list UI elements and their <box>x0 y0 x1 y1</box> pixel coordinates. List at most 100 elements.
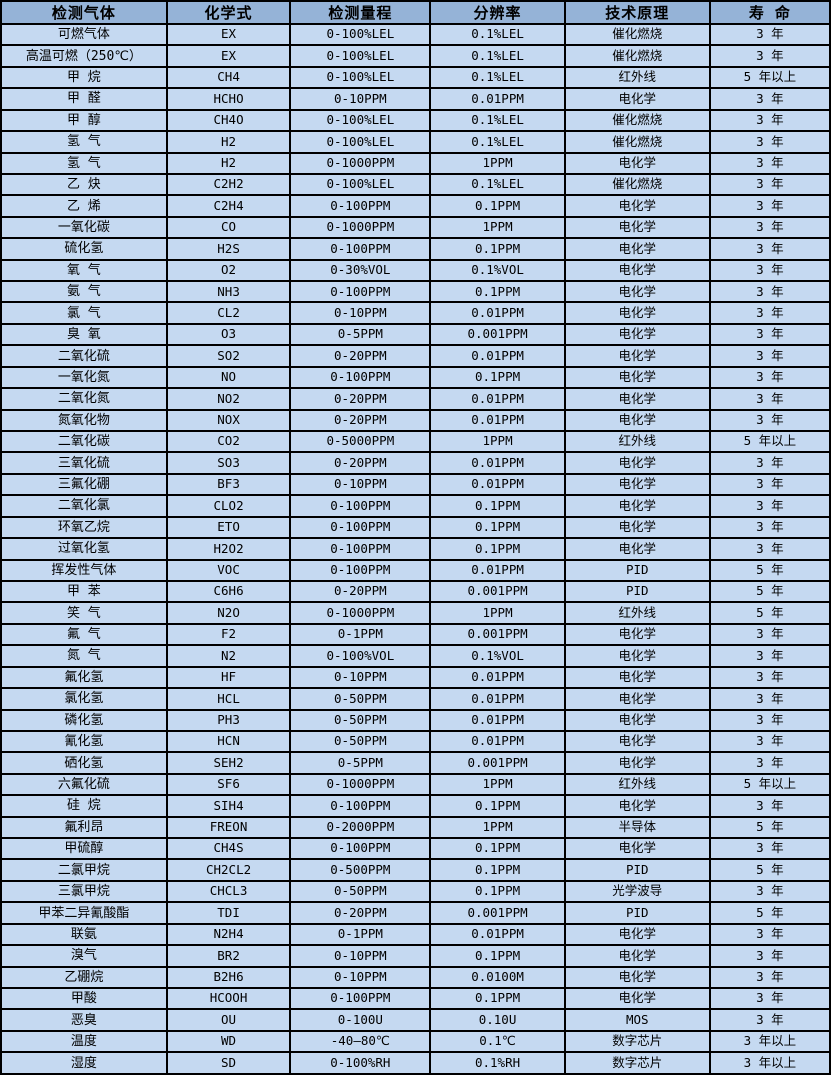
cell-gas-name: 甲 醛 <box>0 87 168 111</box>
cell-lifespan: 3 年 <box>708 280 831 304</box>
table-row: 氟利昂 FREON 0-2000PPM 1PPM 半导体 5 年 <box>0 815 831 840</box>
cell-resolution: 0.1PPM <box>429 944 566 968</box>
cell-gas-name: 三氧化硫 <box>0 451 168 475</box>
cell-gas-name: 氟利昂 <box>0 815 168 840</box>
cell-lifespan: 3 年 <box>708 922 831 947</box>
column-header: 检测量程 <box>289 0 432 25</box>
cell-principle: PID <box>563 579 711 604</box>
cell-range: 0-100%LEL <box>289 44 432 68</box>
cell-gas-name: 氯 气 <box>0 301 168 325</box>
cell-principle: 电化学 <box>563 215 711 240</box>
cell-range: 0-100%LEL <box>289 108 432 133</box>
cell-principle: 电化学 <box>563 622 711 647</box>
cell-lifespan: 3 年 <box>708 387 831 411</box>
cell-resolution: 0.01PPM <box>429 922 566 947</box>
cell-principle: 电化学 <box>563 194 711 218</box>
cell-lifespan: 3 年 <box>708 108 831 133</box>
cell-principle: 电化学 <box>563 665 711 690</box>
cell-resolution: 1PPM <box>429 772 566 797</box>
cell-gas-name: 二氧化氯 <box>0 494 168 518</box>
table-row: 氟 气 F2 0-1PPM 0.001PPM 电化学 3 年 <box>0 622 831 647</box>
cell-range: 0-30%VOL <box>289 258 432 283</box>
cell-lifespan: 3 年 <box>708 879 831 904</box>
column-header: 检测气体 <box>0 0 168 25</box>
cell-range: 0-10PPM <box>289 472 432 497</box>
cell-range: 0-100%LEL <box>289 172 432 197</box>
cell-formula: N2O <box>165 601 292 625</box>
cell-resolution: 0.1PPM <box>429 537 566 561</box>
cell-lifespan: 3 年 <box>708 87 831 111</box>
cell-formula: HCN <box>165 729 292 754</box>
table-row: 一氧化碳 CO 0-1000PPM 1PPM 电化学 3 年 <box>0 215 831 240</box>
cell-range: 0-100%LEL <box>289 22 432 47</box>
cell-formula: SD <box>165 1051 292 1075</box>
cell-formula: H2 <box>165 130 292 154</box>
cell-gas-name: 氢 气 <box>0 151 168 175</box>
cell-gas-name: 磷化氢 <box>0 708 168 732</box>
table-row: 恶臭 OU 0-100U 0.10U MOS 3 年 <box>0 1008 831 1032</box>
table-row: 甲硫醇 CH4S 0-100PPM 0.1PPM 电化学 3 年 <box>0 837 831 861</box>
cell-range: 0-1000PPM <box>289 601 432 625</box>
cell-lifespan: 3 年 <box>708 172 831 197</box>
cell-formula: F2 <box>165 622 292 647</box>
cell-resolution: 0.1PPM <box>429 280 566 304</box>
table-row: 二氧化碳 CO2 0-5000PPM 1PPM 红外线 5 年以上 <box>0 429 831 454</box>
table-row: 氮 气 N2 0-100%VOL 0.1%VOL 电化学 3 年 <box>0 644 831 668</box>
table-row: 三氯甲烷 CHCL3 0-50PPM 0.1PPM 光学波导 3 年 <box>0 879 831 904</box>
cell-principle: 电化学 <box>563 986 711 1011</box>
cell-formula: OU <box>165 1008 292 1032</box>
cell-lifespan: 3 年以上 <box>708 1029 831 1054</box>
cell-lifespan: 5 年 <box>708 858 831 882</box>
table-row: 环氧乙烷 ETO 0-100PPM 0.1PPM 电化学 3 年 <box>0 515 831 540</box>
cell-formula: EX <box>165 44 292 68</box>
cell-range: 0-100PPM <box>289 986 432 1011</box>
table-row: 硅 烷 SIH4 0-100PPM 0.1PPM 电化学 3 年 <box>0 794 831 818</box>
cell-range: 0-1000PPM <box>289 215 432 240</box>
cell-gas-name: 乙硼烷 <box>0 965 168 990</box>
cell-resolution: 0.01PPM <box>429 408 566 433</box>
cell-resolution: 0.01PPM <box>429 344 566 368</box>
cell-principle: 电化学 <box>563 258 711 283</box>
table-row: 甲 苯 C6H6 0-20PPM 0.001PPM PID 5 年 <box>0 579 831 604</box>
table-row: 硫化氢 H2S 0-100PPM 0.1PPM 电化学 3 年 <box>0 237 831 261</box>
cell-resolution: 0.001PPM <box>429 751 566 775</box>
cell-range: 0-100%LEL <box>289 65 432 90</box>
cell-lifespan: 5 年 <box>708 901 831 925</box>
cell-principle: 电化学 <box>563 922 711 947</box>
cell-principle: 半导体 <box>563 815 711 840</box>
cell-formula: WD <box>165 1029 292 1054</box>
cell-gas-name: 二氧化氮 <box>0 387 168 411</box>
cell-resolution: 0.1PPM <box>429 837 566 861</box>
cell-formula: ETO <box>165 515 292 540</box>
cell-lifespan: 5 年 <box>708 815 831 840</box>
cell-resolution: 0.01PPM <box>429 451 566 475</box>
cell-principle: 催化燃烧 <box>563 172 711 197</box>
cell-principle: 电化学 <box>563 687 711 711</box>
cell-range: 0-10PPM <box>289 87 432 111</box>
table-row: 二氧化硫 SO2 0-20PPM 0.01PPM 电化学 3 年 <box>0 344 831 368</box>
cell-principle: 红外线 <box>563 772 711 797</box>
cell-principle: 电化学 <box>563 708 711 732</box>
cell-formula: H2O2 <box>165 537 292 561</box>
table-row: 六氟化硫 SF6 0-1000PPM 1PPM 红外线 5 年以上 <box>0 772 831 797</box>
cell-resolution: 0.0100M <box>429 965 566 990</box>
cell-formula: CO <box>165 215 292 240</box>
cell-formula: N2 <box>165 644 292 668</box>
cell-range: 0-100PPM <box>289 837 432 861</box>
cell-lifespan: 3 年 <box>708 194 831 218</box>
cell-lifespan: 3 年 <box>708 986 831 1011</box>
cell-gas-name: 可燃气体 <box>0 22 168 47</box>
cell-gas-name: 笑 气 <box>0 601 168 625</box>
cell-lifespan: 3 年 <box>708 837 831 861</box>
cell-formula: CLO2 <box>165 494 292 518</box>
cell-formula: EX <box>165 22 292 47</box>
cell-formula: B2H6 <box>165 965 292 990</box>
cell-formula: O3 <box>165 322 292 347</box>
cell-gas-name: 高温可燃（250℃） <box>0 44 168 68</box>
cell-resolution: 0.001PPM <box>429 901 566 925</box>
cell-lifespan: 3 年 <box>708 365 831 390</box>
cell-range: 0-20PPM <box>289 387 432 411</box>
cell-range: 0-100U <box>289 1008 432 1032</box>
cell-lifespan: 3 年 <box>708 515 831 540</box>
cell-gas-name: 氮 气 <box>0 644 168 668</box>
